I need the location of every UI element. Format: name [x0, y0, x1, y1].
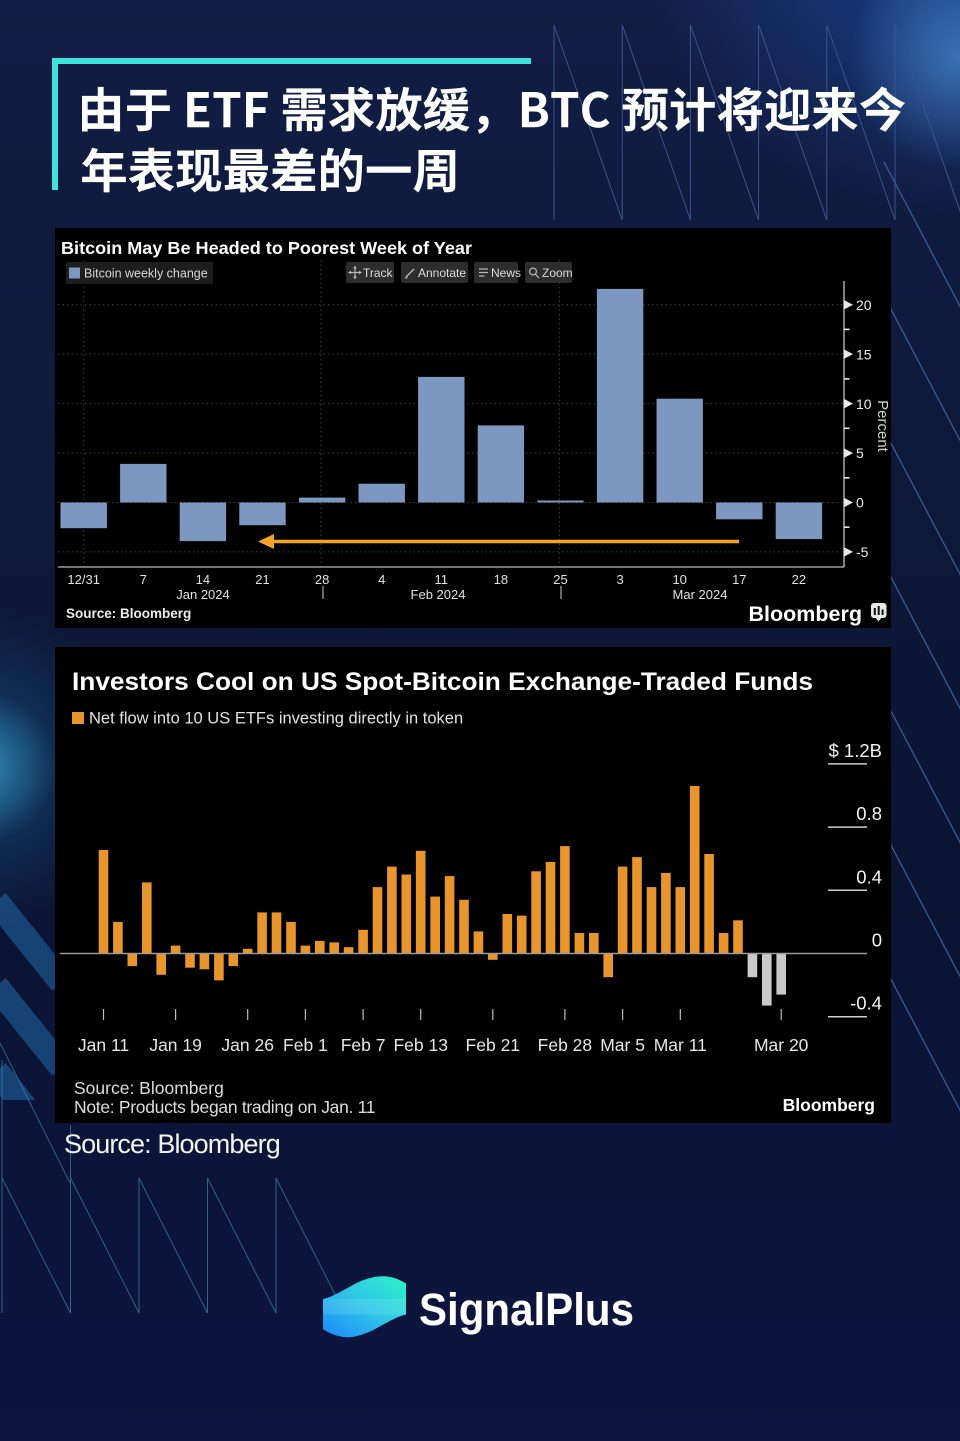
- svg-text:20: 20: [856, 297, 872, 313]
- svg-text:$ 1.2B: $ 1.2B: [829, 740, 883, 761]
- svg-text:-0.4: -0.4: [850, 993, 882, 1014]
- svg-text:Feb 28: Feb 28: [538, 1035, 592, 1055]
- svg-text:Net flow into 10 US ETFs inves: Net flow into 10 US ETFs investing direc…: [89, 710, 463, 728]
- svg-text:0: 0: [856, 495, 864, 511]
- svg-text:Jan 26: Jan 26: [221, 1035, 274, 1055]
- svg-text:28: 28: [315, 572, 329, 587]
- svg-text:5: 5: [856, 445, 864, 461]
- svg-text:10: 10: [856, 396, 872, 412]
- svg-text:Note: Products began trading o: Note: Products began trading on Jan. 11: [74, 1097, 375, 1117]
- svg-text:0.8: 0.8: [856, 803, 882, 824]
- svg-text:4: 4: [378, 572, 385, 587]
- svg-text:Jan 19: Jan 19: [149, 1035, 202, 1055]
- svg-text:Feb 1: Feb 1: [283, 1035, 328, 1055]
- svg-text:Bloomberg: Bloomberg: [783, 1095, 875, 1115]
- svg-text:7: 7: [140, 572, 147, 587]
- svg-text:SignalPlus: SignalPlus: [419, 1284, 634, 1335]
- svg-text:14: 14: [196, 572, 210, 587]
- svg-text:21: 21: [255, 572, 269, 587]
- svg-text:17: 17: [732, 572, 746, 587]
- svg-text:0: 0: [872, 930, 882, 951]
- svg-text:Source: Bloomberg: Source: Bloomberg: [66, 606, 191, 621]
- svg-text:News: News: [491, 266, 521, 280]
- svg-text:-5: -5: [856, 544, 869, 560]
- svg-text:22: 22: [792, 572, 806, 587]
- svg-text:Jan 11: Jan 11: [78, 1035, 129, 1055]
- svg-text:Bitcoin weekly change: Bitcoin weekly change: [84, 267, 208, 281]
- svg-text:Investors Cool on US Spot-Bitc: Investors Cool on US Spot-Bitcoin Exchan…: [72, 668, 813, 696]
- svg-text:Bitcoin May Be Headed to Poore: Bitcoin May Be Headed to Poorest Week of…: [61, 238, 472, 258]
- svg-text:10: 10: [672, 572, 686, 587]
- svg-text:Mar 11: Mar 11: [654, 1035, 707, 1055]
- svg-text:25: 25: [553, 572, 567, 587]
- svg-text:Feb 7: Feb 7: [341, 1035, 386, 1055]
- svg-text:11: 11: [435, 572, 449, 587]
- svg-text:Feb 21: Feb 21: [466, 1035, 520, 1055]
- svg-text:Track: Track: [363, 266, 394, 280]
- svg-text:Feb 2024: Feb 2024: [411, 587, 466, 602]
- svg-text:Mar 2024: Mar 2024: [673, 587, 728, 602]
- svg-text:15: 15: [856, 346, 872, 362]
- svg-text:Jan 2024: Jan 2024: [176, 587, 230, 602]
- svg-text:0.4: 0.4: [856, 866, 882, 887]
- svg-text:12/31: 12/31: [67, 572, 100, 587]
- svg-text:3: 3: [616, 572, 623, 587]
- svg-text:Mar 5: Mar 5: [600, 1035, 645, 1055]
- svg-text:Feb 13: Feb 13: [393, 1035, 447, 1055]
- svg-text:Source: Bloomberg: Source: Bloomberg: [74, 1078, 224, 1098]
- svg-text:18: 18: [494, 572, 508, 587]
- svg-text:Percent: Percent: [874, 400, 891, 453]
- svg-text:Annotate: Annotate: [418, 266, 466, 280]
- svg-text:Bloomberg: Bloomberg: [749, 602, 862, 626]
- svg-text:Zoom: Zoom: [542, 266, 573, 280]
- svg-text:Mar 20: Mar 20: [754, 1035, 809, 1055]
